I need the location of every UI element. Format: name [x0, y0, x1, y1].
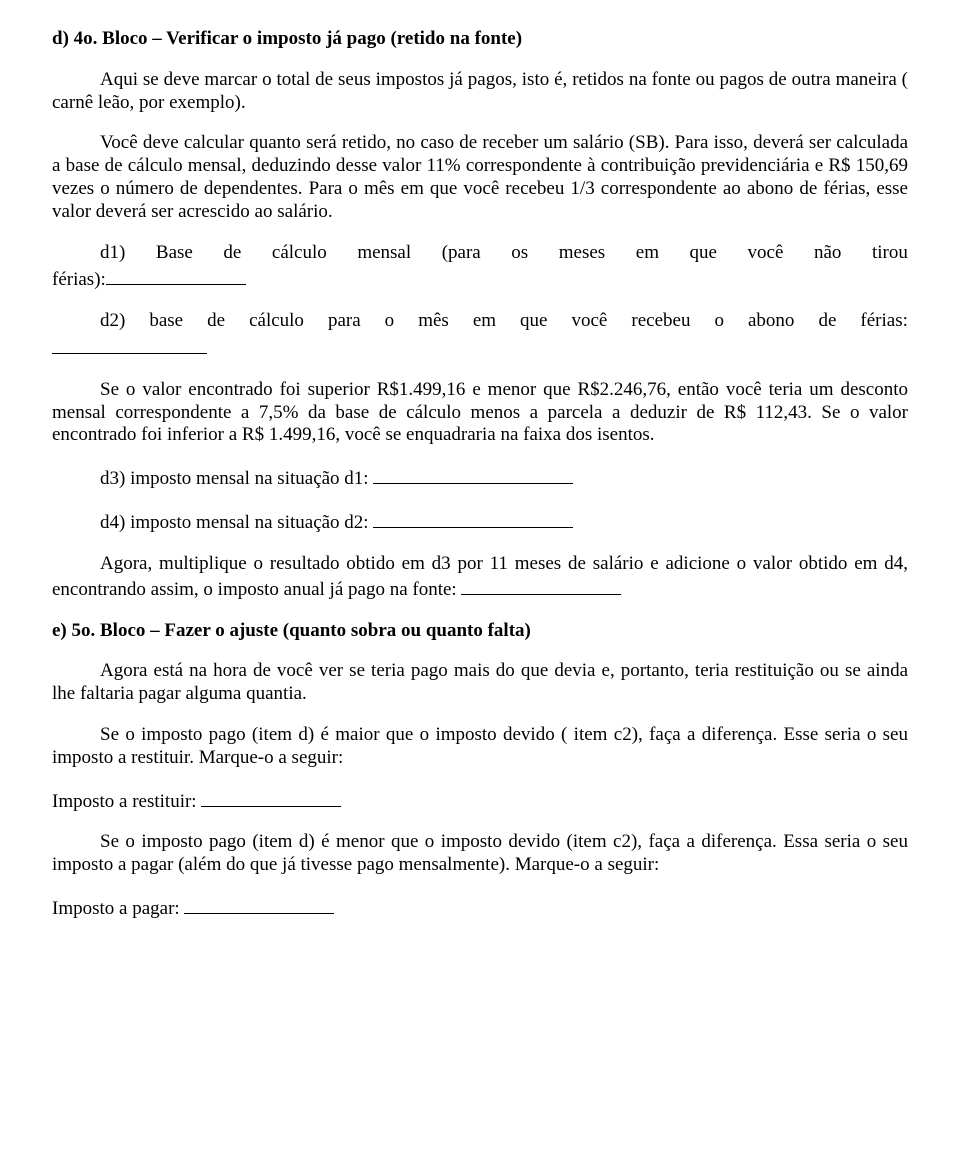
d2-word: mês — [418, 310, 449, 333]
pagar-blank[interactable] — [184, 895, 334, 914]
d1-word: de — [223, 242, 241, 265]
d4-text: d4) imposto mensal na situação d2: — [100, 512, 373, 533]
restituir-line: Imposto a restituir: — [52, 788, 908, 814]
restituir-label: Imposto a restituir: — [52, 791, 201, 812]
d2-word: que — [520, 310, 547, 333]
d2-word: de — [207, 310, 225, 333]
d1-blank[interactable] — [106, 266, 246, 285]
e-intro: Agora está na hora de você ver se teria … — [52, 660, 908, 706]
d2-word: você — [572, 310, 608, 333]
d4-line: d4) imposto mensal na situação d2: — [52, 509, 908, 535]
d2-word: férias: — [860, 310, 907, 333]
d1-word: cálculo — [272, 242, 327, 265]
d2-word: recebeu — [631, 310, 690, 333]
d3-line: d3) imposto mensal na situação d1: — [52, 465, 908, 491]
d2-word: base — [149, 310, 183, 333]
annual-tax-blank[interactable] — [461, 576, 621, 595]
d1-tail-text: férias): — [52, 269, 106, 290]
threshold-para: Se o valor encontrado foi superior R$1.4… — [52, 379, 908, 447]
e-pagar-desc: Se o imposto pago (item d) é menor que o… — [52, 831, 908, 877]
d2-word: para — [328, 310, 361, 333]
pagar-label: Imposto a pagar: — [52, 898, 184, 919]
d1-word: (para — [442, 242, 481, 265]
pagar-line: Imposto a pagar: — [52, 895, 908, 921]
d2-word: cálculo — [249, 310, 304, 333]
section-d-calc-desc: Você deve calcular quanto será retido, n… — [52, 132, 908, 223]
d1-word: d1) — [52, 242, 125, 265]
d1-word: em — [636, 242, 659, 265]
d2-word: de — [818, 310, 836, 333]
section-d-intro: Aqui se deve marcar o total de seus impo… — [52, 69, 908, 115]
d-multiply-para: Agora, multiplique o resultado obtido em… — [52, 553, 908, 602]
restituir-blank[interactable] — [201, 788, 341, 807]
d2-line: d2)basedecálculoparaomêsemquevocêrecebeu… — [52, 310, 908, 333]
d1-word: os — [511, 242, 528, 265]
d4-blank[interactable] — [373, 509, 573, 528]
d2-word: d2) — [52, 310, 125, 333]
d1-word: mensal — [357, 242, 411, 265]
d1-word: Base — [156, 242, 193, 265]
d2-word: em — [473, 310, 496, 333]
d1-word: você — [748, 242, 784, 265]
d1-word: tirou — [872, 242, 908, 265]
d2-word: o — [714, 310, 724, 333]
d2-blank[interactable] — [52, 335, 207, 354]
d3-blank[interactable] — [373, 465, 573, 484]
d2-word: abono — [748, 310, 794, 333]
section-d-title: d) 4o. Bloco – Verificar o imposto já pa… — [52, 28, 908, 51]
e-restituir-desc: Se o imposto pago (item d) é maior que o… — [52, 724, 908, 770]
section-e-title: e) 5o. Bloco – Fazer o ajuste (quanto so… — [52, 620, 908, 643]
d1-word: meses — [559, 242, 605, 265]
d1-word: não — [814, 242, 841, 265]
d1-tail: férias): — [52, 266, 908, 292]
d3-text: d3) imposto mensal na situação d1: — [100, 468, 373, 489]
d1-line: d1) Base de cálculo mensal (para os meses em que v… — [52, 242, 908, 265]
d2-word: o — [385, 310, 395, 333]
d1-word: que — [690, 242, 717, 265]
